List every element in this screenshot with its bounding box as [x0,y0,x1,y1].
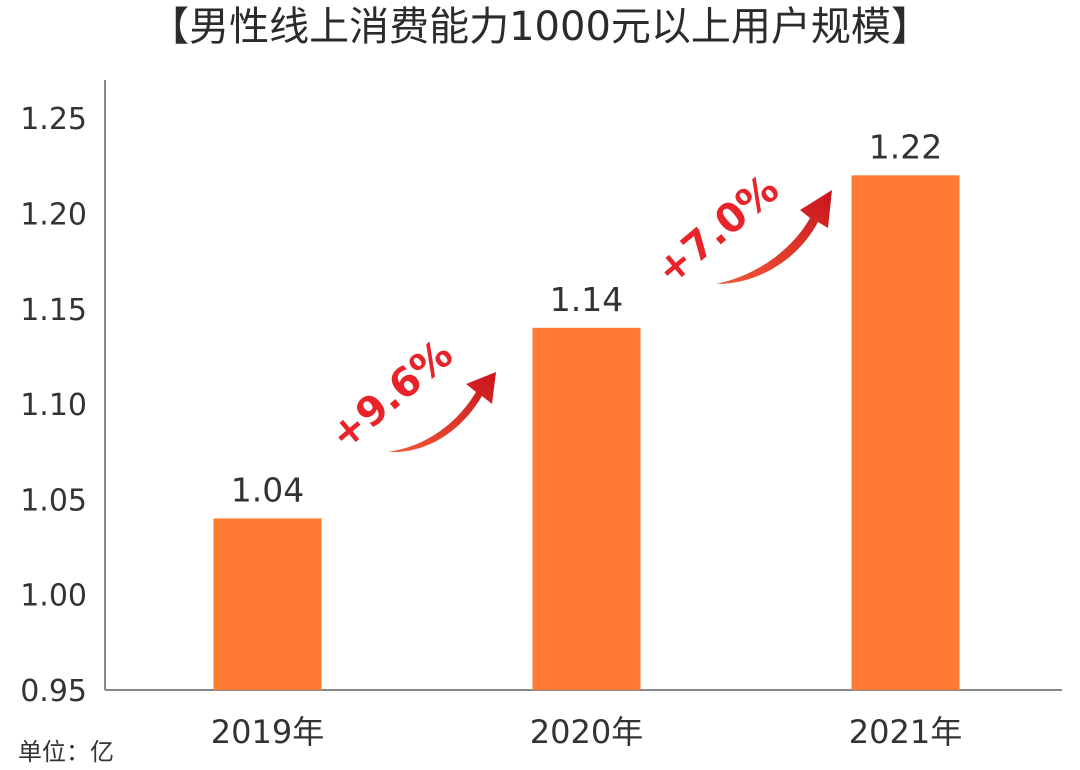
y-tick-label: 0.95 [20,674,87,709]
x-tick-label: 2021年 [849,713,962,751]
value-label: 1.14 [550,280,623,319]
growth-annotation-2: +7.0% [648,166,832,294]
growth-label-1: +9.6% [322,331,462,459]
value-label: 1.04 [231,470,304,509]
y-tick-label: 1.00 [20,579,87,614]
y-tick-label: 1.20 [20,197,87,232]
y-tick-label: 1.15 [20,293,87,328]
growth-arrow-2-icon [716,190,832,284]
y-tick-label: 1.25 [20,102,87,137]
growth-annotation-1: +9.6% [322,331,496,459]
growth-arrow-1-icon [388,372,496,453]
y-tick-label: 1.05 [20,483,87,518]
x-tick-label: 2019年 [211,713,324,751]
bar-2020年 [532,327,641,690]
value-label: 1.22 [869,127,942,166]
y-tick-label: 1.10 [20,388,87,423]
unit-label: 单位：亿 [18,738,114,766]
chart-title: 【男性线上消费能力1000元以上用户规模】 [149,4,931,50]
bar-2021年 [851,175,960,690]
growth-label-2: +7.0% [648,166,788,294]
value-labels: 1.04 1.14 1.22 [231,127,942,509]
bars [213,175,960,690]
bar-2019年 [213,518,322,690]
x-tick-labels: 2019年 2020年 2021年 [211,713,962,751]
y-tick-labels: 0.95 1.00 1.05 1.10 1.15 1.20 1.25 [20,102,87,709]
x-tick-label: 2020年 [530,713,643,751]
